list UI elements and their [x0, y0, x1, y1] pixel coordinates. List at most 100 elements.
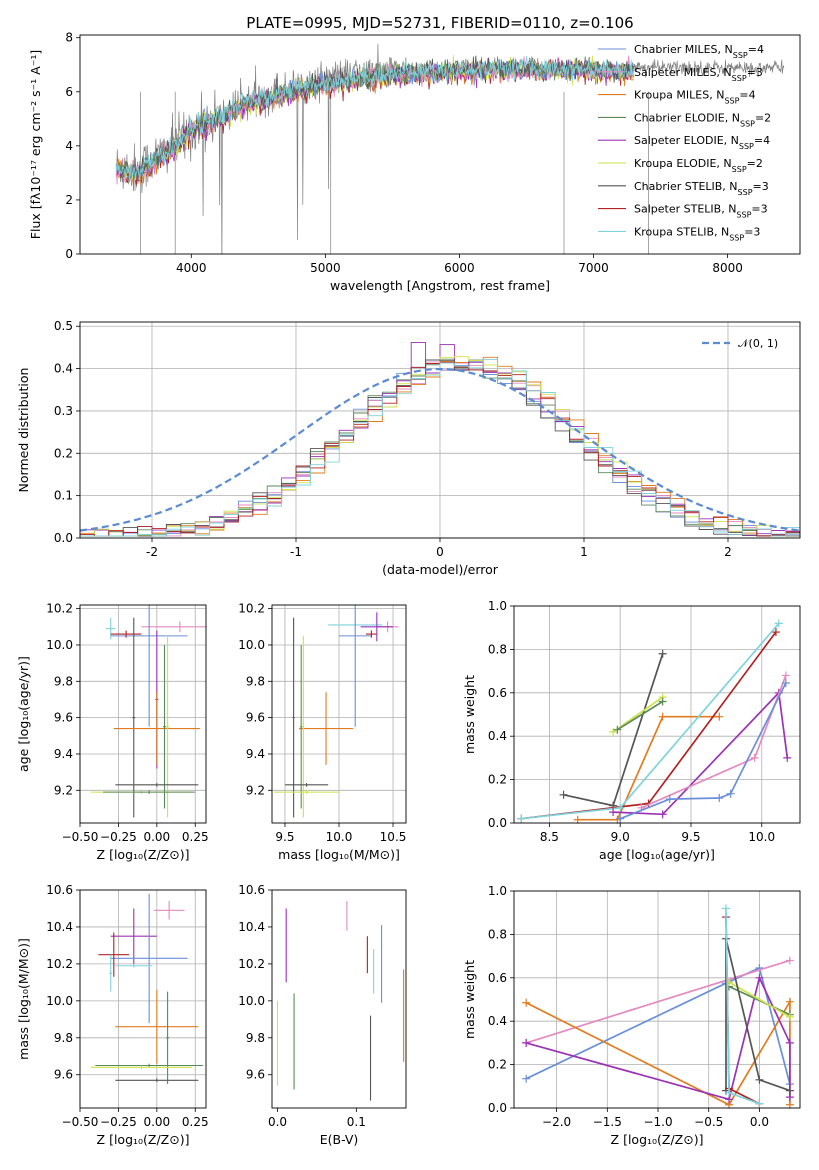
- y-tick-label: 10.2: [46, 957, 73, 971]
- y-axis-label: mass weight: [462, 960, 477, 1039]
- axes-frame: [271, 604, 407, 824]
- x-tick-label: 0.00: [143, 1115, 170, 1129]
- hist-step-kroupa_miles: [80, 356, 800, 537]
- weight-marker: [785, 1012, 794, 1021]
- legend-label-sub: SSP: [738, 187, 753, 196]
- mass_vs_Z-panel: −0.50 −0.25 0.00 0.25 9.6 9.8 10.0 10.2 10.4 10.6…: [16, 883, 209, 1147]
- weight-marker: [658, 810, 667, 819]
- weight-marker: [522, 998, 531, 1007]
- x-tick-label: −0.50: [62, 830, 99, 844]
- weight-marker: [613, 725, 622, 734]
- x-tick-label: −1.5: [593, 1115, 622, 1129]
- legend-label-main: Kroupa STELIB, N: [634, 225, 729, 238]
- y-tick-label: 10.4: [46, 920, 73, 934]
- x-tick-label: 9.5: [681, 830, 700, 844]
- x-axis-label: Z [log₁₀(Z/Z⊙)]: [611, 1132, 704, 1147]
- y-tick-label: 0.0: [54, 531, 73, 545]
- axes-frame: [79, 889, 207, 1109]
- y-tick-label: 0.6: [488, 686, 507, 700]
- legend-label-suffix: =4: [754, 134, 770, 147]
- x-axis-label: Z [log₁₀(Z/Z⊙)]: [97, 847, 190, 862]
- x-tick-label: −2.0: [542, 1115, 571, 1129]
- y-tick-label: 9.6: [246, 1068, 265, 1082]
- spectrum-panel: 4000 5000 6000 7000 8000 0 2 4 6 8 wavelength [Ang…: [28, 14, 801, 293]
- mass_vs_ebv-panel: 0.0 0.1 9.6 9.8 10.0 10.2 10.4 10.6 E(B-V): [238, 883, 407, 1147]
- weight-marker: [750, 753, 759, 762]
- legend-label-sub: SSP: [736, 210, 751, 219]
- x-tick-label: 5000: [310, 261, 341, 275]
- x-tick-label: −0.50: [62, 1115, 99, 1129]
- y-tick-label: 10.0: [238, 638, 265, 652]
- legend-label-suffix: =3: [744, 225, 760, 238]
- y-tick-label: 10.0: [46, 994, 73, 1008]
- x-axis-label: E(B-V): [320, 1132, 359, 1147]
- x-tick-label: 0.0: [750, 1115, 769, 1129]
- x-axis-label: (data-model)/error: [382, 562, 499, 577]
- weight-marker: [616, 803, 625, 812]
- weight_vs_Z-panel: −2.0 −1.5 −1.0 −0.5 0.0 0.0 0.2 0.4 0.6 0.8 1.0 Z […: [462, 884, 801, 1147]
- weight-marker: [658, 712, 667, 721]
- weight-marker: [658, 649, 667, 658]
- legend-label-suffix: =4: [739, 89, 755, 102]
- weight-marker: [781, 679, 790, 688]
- weight-marker: [783, 753, 792, 762]
- hist-step-kroupa_stelib: [80, 358, 800, 537]
- y-tick-label: 1.0: [488, 599, 507, 613]
- x-tick-label: 0: [436, 545, 444, 559]
- y-tick-label: 10.2: [238, 602, 265, 616]
- legend-label: Salpeter ELODIE, NSSP=4: [634, 134, 770, 151]
- legend-label-sub: SSP: [729, 233, 744, 242]
- x-tick-label: 0.1: [347, 1115, 366, 1129]
- weight-marker: [573, 815, 582, 824]
- x-tick-label: 1: [580, 545, 588, 559]
- legend-label: Chabrier ELODIE, NSSP=2: [634, 111, 771, 128]
- legend-label-sub: SSP: [724, 96, 739, 105]
- legend-label-main: Salpeter STELIB, N: [634, 203, 736, 216]
- weight-marker: [781, 671, 790, 680]
- legend-label: Salpeter MILES, NSSP=3: [634, 66, 763, 83]
- y-tick-label: 9.6: [54, 1068, 73, 1082]
- legend-label: Salpeter STELIB, NSSP=3: [634, 203, 768, 220]
- normal-curve: [80, 367, 800, 532]
- weight-marker: [726, 789, 735, 798]
- weight-marker: [609, 727, 618, 736]
- weight-line-kroupa_elodie: [728, 981, 791, 1018]
- y-tick-label: 0.8: [488, 642, 507, 656]
- y-tick-label: 9.2: [54, 783, 73, 797]
- legend-label: Kroupa ELODIE, NSSP=2: [634, 157, 763, 174]
- y-tick-label: 8: [65, 31, 73, 45]
- x-tick-label: 7000: [578, 261, 609, 275]
- weight-line-salpeter_elodie: [613, 690, 789, 816]
- y-tick-label: 9.4: [246, 747, 265, 761]
- legend-label-main: Salpeter ELODIE, N: [634, 134, 739, 147]
- weight-marker: [755, 1099, 764, 1108]
- x-tick-label: 9.0: [611, 830, 630, 844]
- weight-marker: [774, 619, 783, 628]
- y-tick-label: 4: [65, 139, 73, 153]
- y-tick-label: 0: [65, 247, 73, 261]
- axes-frame: [513, 890, 801, 1109]
- legend-label-suffix: =3: [751, 203, 767, 216]
- y-tick-label: 0.1: [54, 489, 73, 503]
- y-tick-label: 0.4: [488, 729, 507, 743]
- x-axis-label: Z [log₁₀(Z/Z⊙)]: [97, 1132, 190, 1147]
- weight-line-salpeter_stelib: [520, 631, 777, 820]
- legend-label-main: Salpeter MILES, N: [634, 66, 732, 79]
- weight-marker: [721, 904, 730, 913]
- legend-label-main: Chabrier MILES, N: [634, 43, 733, 56]
- y-tick-label: 0.4: [488, 1014, 507, 1028]
- chart-title: PLATE=0995, MJD=52731, FIBERID=0110, z=0…: [246, 14, 633, 32]
- y-tick-label: 0.2: [54, 446, 73, 460]
- legend-label: Kroupa MILES, NSSP=4: [634, 89, 756, 106]
- x-tick-label: 4000: [176, 261, 207, 275]
- x-tick-label: −1.0: [643, 1115, 672, 1129]
- weight-line-salpeter_miles: [525, 959, 791, 1044]
- legend-label-main: Chabrier ELODIE, N: [634, 111, 740, 124]
- legend-label-sub: SSP: [733, 51, 748, 60]
- legend-label-suffix: =3: [753, 180, 769, 193]
- y-tick-label: 9.8: [246, 1031, 265, 1045]
- y-axis-label: mass [log₁₀(M/M⊙)]: [16, 938, 31, 1060]
- y-tick-label: 10.2: [238, 957, 265, 971]
- y-axis-label: Flux [fλ10⁻¹⁷ erg cm⁻² s⁻¹ A⁻¹]: [28, 50, 43, 239]
